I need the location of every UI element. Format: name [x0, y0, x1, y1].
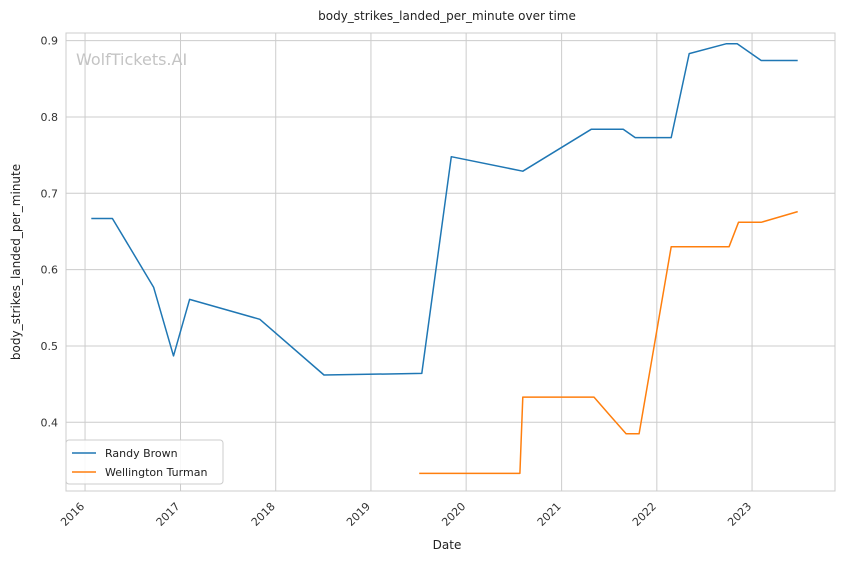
y-axis-label: body_strikes_landed_per_minute [9, 164, 23, 360]
y-tick-label: 0.4 [41, 416, 59, 429]
y-tick-labels: 0.4 0.5 0.6 0.7 0.8 0.9 [41, 35, 59, 430]
legend: Randy Brown Wellington Turman [65, 439, 224, 485]
legend-label-wellington-turman: Wellington Turman [105, 466, 207, 479]
y-tick-label: 0.7 [41, 187, 59, 200]
series-line-wellington-turman [419, 210, 798, 475]
chart-title: body_strikes_landed_per_minute over time [318, 9, 576, 23]
y-tick-label: 0.8 [41, 111, 59, 124]
watermark-text: WolfTickets.AI [76, 50, 187, 69]
y-tick-label: 0.6 [41, 264, 59, 277]
x-axis-label: Date [433, 538, 462, 552]
grid-lines [66, 33, 835, 491]
legend-label-randy-brown: Randy Brown [105, 447, 178, 460]
plot-frame [65, 32, 836, 492]
y-tick-label: 0.9 [41, 35, 59, 48]
y-tick-label: 0.5 [41, 340, 59, 353]
legend-box [65, 439, 224, 485]
series-lines [91, 42, 798, 475]
series-line-randy-brown [91, 42, 798, 376]
